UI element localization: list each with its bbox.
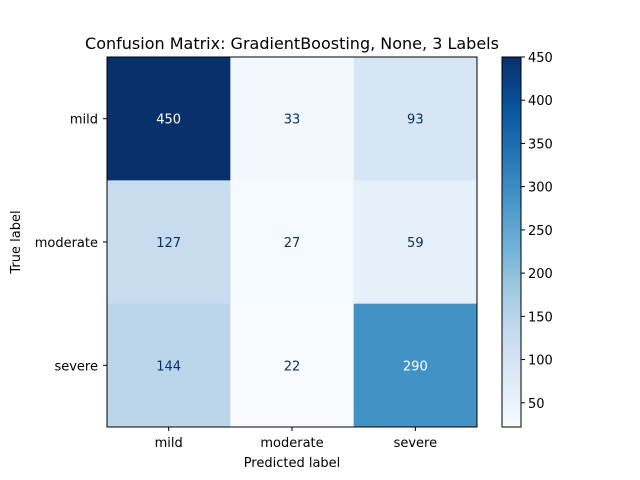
colorbar-tick-label: 150 bbox=[528, 310, 553, 325]
cell-moderate-severe bbox=[353, 180, 478, 305]
x-axis-ticks: mild moderate severe bbox=[155, 427, 438, 451]
y-axis-label: True label bbox=[9, 210, 24, 274]
cell-value-label: 127 bbox=[156, 236, 181, 251]
colorbar-tick-label: 50 bbox=[528, 397, 545, 412]
cell-mild-mild bbox=[107, 57, 231, 181]
matrix-cells bbox=[107, 57, 478, 428]
colorbar-ticks: 50 100 150 200 250 300 350 400 450 bbox=[521, 51, 553, 412]
cell-value-label: 290 bbox=[403, 359, 428, 374]
y-tick-label: severe bbox=[54, 359, 98, 374]
x-axis-label: Predicted label bbox=[244, 456, 341, 471]
cell-value-label: 144 bbox=[156, 359, 181, 374]
cell-value-label: 93 bbox=[407, 113, 424, 128]
colorbar-tick-label: 200 bbox=[528, 267, 553, 282]
x-tick-label: moderate bbox=[260, 436, 323, 451]
matrix-cell-labels: 450 33 93 127 27 59 144 22 290 bbox=[156, 113, 427, 375]
cell-moderate-mild bbox=[107, 180, 231, 305]
cell-severe-mild bbox=[107, 303, 231, 428]
cell-mild-moderate bbox=[230, 57, 355, 181]
y-tick-label: moderate bbox=[35, 236, 98, 251]
colorbar-tick-label: 300 bbox=[528, 181, 553, 196]
colorbar-tick-label: 350 bbox=[528, 137, 553, 152]
cell-value-label: 27 bbox=[284, 236, 301, 251]
y-tick-label: mild bbox=[70, 113, 98, 128]
cell-value-label: 22 bbox=[284, 359, 301, 374]
colorbar-tick-label: 450 bbox=[528, 51, 553, 66]
cell-mild-severe bbox=[353, 57, 478, 181]
colorbar-tick-label: 100 bbox=[528, 354, 553, 369]
x-tick-label: severe bbox=[394, 436, 438, 451]
cell-value-label: 33 bbox=[284, 113, 301, 128]
cell-value-label: 450 bbox=[156, 113, 181, 128]
colorbar-tick-label: 250 bbox=[528, 224, 553, 239]
colorbar bbox=[501, 56, 522, 428]
y-axis-ticks: mild moderate severe bbox=[35, 113, 107, 374]
colorbar-tick-label: 400 bbox=[528, 94, 553, 109]
x-tick-label: mild bbox=[155, 436, 183, 451]
cell-severe-moderate bbox=[230, 303, 355, 428]
cell-severe-severe bbox=[353, 303, 478, 428]
cell-value-label: 59 bbox=[407, 236, 424, 251]
cell-moderate-moderate bbox=[230, 180, 355, 305]
chart-title: Confusion Matrix: GradientBoosting, None… bbox=[85, 34, 499, 53]
